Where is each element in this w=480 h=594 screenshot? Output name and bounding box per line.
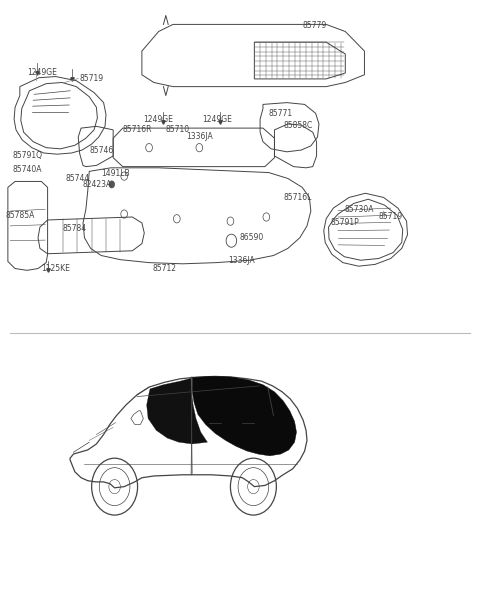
Text: 82423A: 82423A <box>82 180 111 189</box>
Text: 1249GE: 1249GE <box>27 68 57 77</box>
Polygon shape <box>147 378 207 444</box>
Text: 85716L: 85716L <box>283 193 312 202</box>
Text: 85785A: 85785A <box>5 211 35 220</box>
Text: 85710: 85710 <box>166 125 190 134</box>
Text: 1249GE: 1249GE <box>144 115 173 124</box>
Text: 1491LB: 1491LB <box>101 169 130 178</box>
Text: 85791Q: 85791Q <box>12 151 43 160</box>
Text: 85730A: 85730A <box>344 205 374 214</box>
Text: 85744: 85744 <box>65 174 90 183</box>
Circle shape <box>109 181 115 188</box>
Text: 1336JA: 1336JA <box>228 256 255 265</box>
Text: 85719: 85719 <box>379 213 403 222</box>
Text: 86590: 86590 <box>239 233 264 242</box>
Text: 85716R: 85716R <box>123 125 152 134</box>
Text: 1125KE: 1125KE <box>41 264 70 273</box>
Text: 85858C: 85858C <box>283 121 312 129</box>
Text: 85712: 85712 <box>153 264 177 273</box>
Text: 1336JA: 1336JA <box>186 132 213 141</box>
Text: 85791P: 85791P <box>331 219 360 228</box>
Polygon shape <box>192 377 297 456</box>
Text: 1249GE: 1249GE <box>202 115 231 124</box>
Text: 85746: 85746 <box>89 146 113 154</box>
Text: 85779: 85779 <box>302 21 326 30</box>
Text: 85784: 85784 <box>63 225 87 233</box>
Text: 85740A: 85740A <box>12 165 42 174</box>
Text: 85719: 85719 <box>80 74 104 83</box>
Text: 85771: 85771 <box>269 109 293 118</box>
